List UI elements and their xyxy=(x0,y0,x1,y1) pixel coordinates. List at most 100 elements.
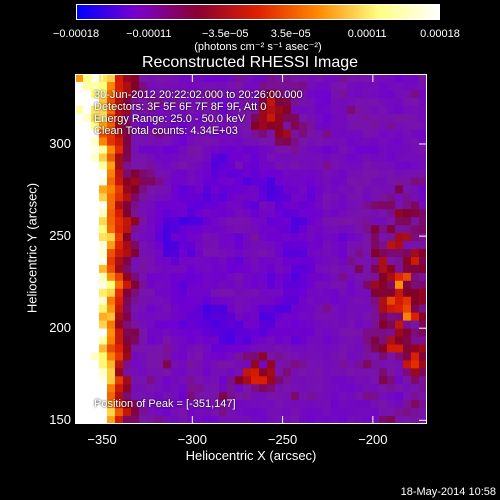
heatmap-cell xyxy=(155,256,164,266)
heatmap-cell xyxy=(283,97,292,107)
heatmap-cell xyxy=(379,129,388,139)
heatmap-cell xyxy=(83,137,92,147)
heatmap-cell xyxy=(243,376,252,385)
heatmap-cell xyxy=(371,193,380,202)
heatmap-cell xyxy=(379,352,388,361)
heatmap-cell xyxy=(155,344,164,353)
heatmap-cell xyxy=(155,288,164,298)
heatmap-cell xyxy=(339,185,348,194)
heatmap-cell xyxy=(387,280,396,290)
heatmap-cell xyxy=(91,185,100,194)
heatmap-cell xyxy=(107,280,116,290)
heatmap-cell xyxy=(387,360,396,369)
heatmap-cell xyxy=(131,169,140,178)
y-tick-label: 200 xyxy=(49,320,71,336)
heatmap-cell xyxy=(283,416,292,424)
heatmap-cell xyxy=(307,360,316,369)
heatmap-cell xyxy=(163,97,172,107)
heatmap-cell xyxy=(243,201,252,210)
heatmap-cell xyxy=(395,201,404,210)
heatmap-cell xyxy=(275,328,284,338)
heatmap-cell xyxy=(331,280,340,290)
heatmap-cell xyxy=(291,256,300,266)
heatmap-cell xyxy=(331,217,340,226)
heatmap-cell xyxy=(411,336,420,346)
heatmap-cell xyxy=(203,185,212,194)
heatmap-cell xyxy=(115,74,124,83)
heatmap-cell xyxy=(211,74,220,83)
heatmap-cell xyxy=(283,217,292,226)
heatmap-cell xyxy=(75,217,84,226)
heatmap-cell xyxy=(251,296,260,306)
heatmap-cell xyxy=(395,97,404,107)
heatmap-cell xyxy=(379,201,388,210)
heatmap-cell xyxy=(395,113,404,123)
heatmap-cell xyxy=(155,81,164,91)
heatmap-cell xyxy=(403,296,412,306)
heatmap-cell xyxy=(355,89,364,99)
heatmap-cell xyxy=(259,217,268,226)
heatmap-cell xyxy=(147,209,156,218)
heatmap-cell xyxy=(379,249,388,258)
heatmap-cell xyxy=(187,74,196,83)
heatmap-cell xyxy=(179,344,188,353)
heatmap-cell xyxy=(307,105,316,115)
heatmap-cell xyxy=(323,352,332,361)
heatmap-cell xyxy=(323,74,332,83)
heatmap-cell xyxy=(371,312,380,322)
heatmap-cell xyxy=(259,145,268,155)
heatmap-cell xyxy=(123,352,132,361)
heatmap-cell xyxy=(379,360,388,369)
heatmap-cell xyxy=(179,193,188,202)
heatmap-cell xyxy=(379,376,388,385)
heatmap-cell xyxy=(395,408,404,417)
heatmap-cell xyxy=(131,328,140,338)
heatmap-cell xyxy=(379,121,388,131)
heatmap-cell xyxy=(107,288,116,298)
heatmap-cell xyxy=(123,209,132,218)
heatmap-cell xyxy=(323,105,332,115)
heatmap-cell xyxy=(371,145,380,155)
heatmap-cell xyxy=(155,233,164,242)
heatmap-cell xyxy=(115,145,124,155)
heatmap-cell xyxy=(283,209,292,218)
heatmap-cell xyxy=(339,225,348,234)
heatmap-cell xyxy=(99,320,108,330)
heatmap-cell xyxy=(347,312,356,322)
heatmap-cell xyxy=(387,368,396,377)
heatmap-cell xyxy=(227,296,236,306)
heatmap-cell xyxy=(171,97,180,107)
heatmap-cell xyxy=(155,249,164,258)
heatmap-cell xyxy=(195,344,204,353)
heatmap-cell xyxy=(299,336,308,346)
heatmap-cell xyxy=(211,336,220,346)
heatmap-cell xyxy=(347,408,356,417)
heatmap-cell xyxy=(195,81,204,91)
heatmap-cell xyxy=(315,264,324,274)
heatmap-cell xyxy=(203,177,212,186)
heatmap-cell xyxy=(219,328,228,338)
heatmap-cell xyxy=(163,320,172,330)
heatmap-cell xyxy=(267,416,276,424)
heatmap-cell xyxy=(187,392,196,401)
heatmap-cell xyxy=(211,416,220,424)
heatmap-cell xyxy=(275,129,284,139)
heatmap-cell xyxy=(243,296,252,306)
heatmap-cell xyxy=(339,400,348,409)
heatmap-cell xyxy=(171,177,180,186)
heatmap-cell xyxy=(235,408,244,417)
heatmap-cell xyxy=(363,264,372,274)
heatmap-cell xyxy=(347,264,356,274)
heatmap-cell xyxy=(403,272,412,282)
heatmap-cell xyxy=(187,193,196,202)
heatmap-cell xyxy=(227,304,236,314)
heatmap-cell xyxy=(307,161,316,171)
heatmap-cell xyxy=(259,185,268,194)
heatmap-cell xyxy=(267,209,276,218)
heatmap-cell xyxy=(107,360,116,369)
heatmap-cell xyxy=(91,74,100,83)
heatmap-cell xyxy=(299,137,308,147)
heatmap-cell xyxy=(307,89,316,99)
heatmap-cell xyxy=(267,233,276,242)
heatmap-cell xyxy=(227,209,236,218)
